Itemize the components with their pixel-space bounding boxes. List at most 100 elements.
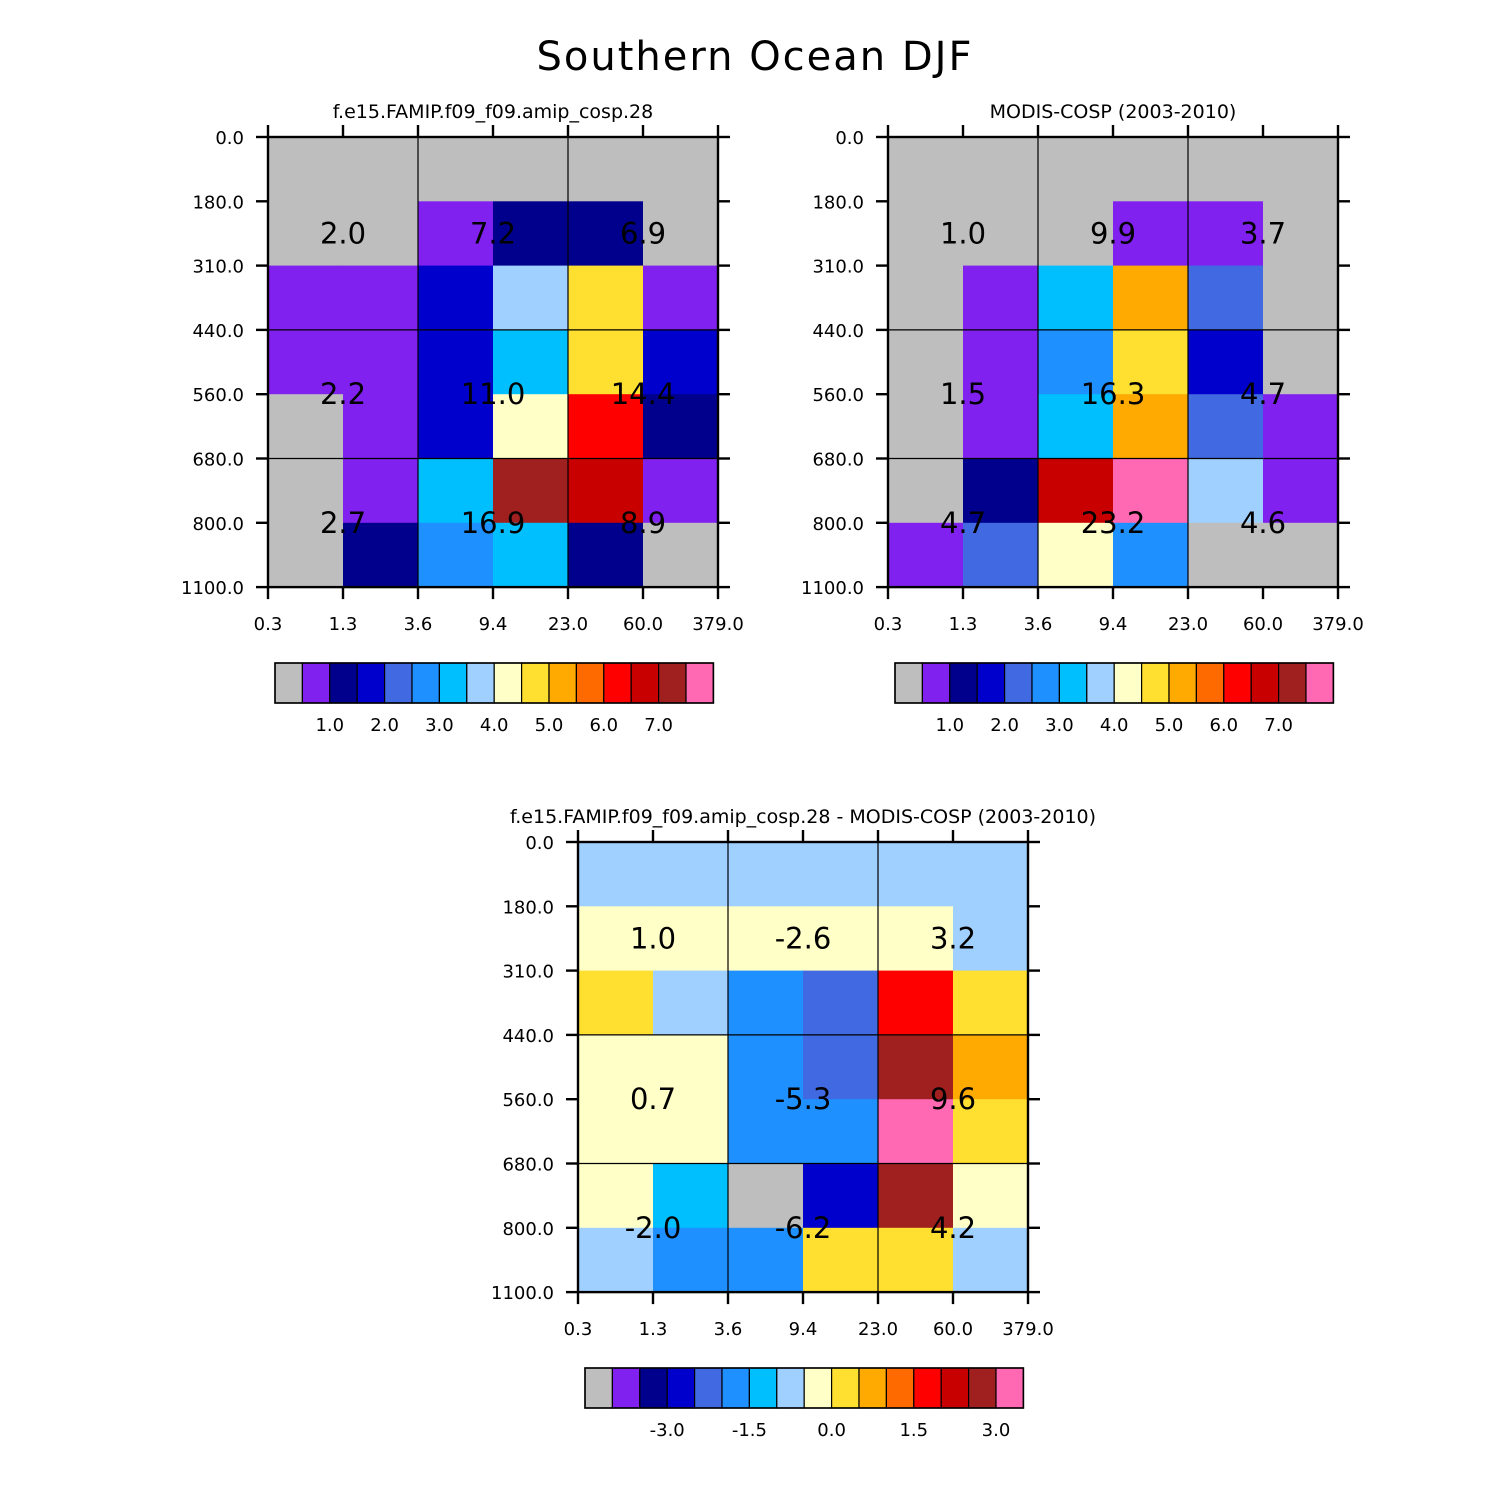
y-tick-label: 180.0 bbox=[502, 897, 554, 918]
colorbar-swatch bbox=[967, 1367, 997, 1409]
heatmap-cell bbox=[888, 137, 964, 202]
heatmap-cell bbox=[878, 1034, 954, 1100]
colorbar-label: 1.0 bbox=[935, 715, 964, 736]
x-tick-label: 23.0 bbox=[548, 614, 588, 635]
group-value-label: 11.0 bbox=[461, 377, 526, 411]
heatmap-cell bbox=[268, 201, 344, 267]
heatmap-cell bbox=[568, 329, 644, 395]
y-tick-label: 0.0 bbox=[835, 128, 864, 149]
heatmap-cell bbox=[493, 522, 569, 588]
colorbar-swatch bbox=[830, 1367, 860, 1409]
colorbar-swatch bbox=[493, 662, 523, 704]
heatmap-cell bbox=[578, 1099, 654, 1165]
heatmap-cell bbox=[578, 906, 654, 972]
colorbar-swatch bbox=[1195, 662, 1225, 704]
y-tick-label: 310.0 bbox=[502, 962, 554, 983]
group-value-label: 9.9 bbox=[1090, 216, 1136, 250]
colorbar-label: 3.0 bbox=[425, 715, 454, 736]
heatmap-cell bbox=[643, 137, 719, 202]
heatmap-cell bbox=[653, 1163, 729, 1229]
y-tick-label: 560.0 bbox=[192, 385, 244, 406]
x-tick-label: 23.0 bbox=[858, 1319, 898, 1340]
heatmap-cell bbox=[803, 1034, 879, 1100]
heatmap-cell bbox=[963, 394, 1039, 460]
colorbar-swatch bbox=[1140, 662, 1170, 704]
heatmap-cell bbox=[578, 1227, 654, 1293]
heatmap-cell bbox=[268, 329, 344, 395]
heatmap-cell bbox=[1263, 329, 1339, 395]
heatmap-cell bbox=[1113, 265, 1189, 331]
colorbar-frame bbox=[584, 1367, 1025, 1409]
heatmap-cell bbox=[1188, 137, 1264, 202]
heatmap-cell bbox=[1113, 522, 1189, 588]
colorbar-swatch bbox=[685, 662, 714, 704]
heatmap-cell bbox=[568, 394, 644, 460]
heatmap-cell bbox=[728, 906, 804, 972]
colorbar-label: 4.0 bbox=[1100, 715, 1129, 736]
group-value-label: 6.9 bbox=[620, 216, 666, 250]
heatmap-cell bbox=[953, 1034, 1029, 1100]
heatmap-cell bbox=[568, 265, 644, 331]
colorbar-label: 5.0 bbox=[535, 715, 564, 736]
x-tick-label: 9.4 bbox=[789, 1319, 818, 1340]
heatmap-cell bbox=[1263, 137, 1339, 202]
colorbar-label: 1.5 bbox=[899, 1420, 928, 1441]
group-value-label: 8.9 bbox=[620, 506, 666, 540]
heatmap-cell bbox=[643, 458, 719, 524]
y-tick-label: 440.0 bbox=[812, 321, 864, 342]
colorbar-swatch bbox=[1223, 662, 1252, 704]
colorbar-label: -1.5 bbox=[732, 1420, 767, 1441]
heatmap-cell bbox=[418, 458, 494, 524]
panel-title: MODIS-COSP (2003-2010) bbox=[990, 101, 1237, 123]
colorbar-swatch bbox=[584, 1367, 613, 1409]
x-tick-label: 60.0 bbox=[933, 1319, 973, 1340]
group-value-label: 2.2 bbox=[320, 377, 366, 411]
colorbar-swatch bbox=[274, 662, 303, 704]
x-tick-label: 9.4 bbox=[1099, 614, 1128, 635]
y-tick-label: 1100.0 bbox=[181, 578, 244, 599]
y-tick-label: 180.0 bbox=[192, 192, 244, 213]
x-tick-label: 60.0 bbox=[1243, 614, 1283, 635]
group-value-label: 23.2 bbox=[1081, 506, 1146, 540]
heatmap-cell bbox=[803, 1163, 879, 1229]
heatmap-cell bbox=[878, 906, 954, 972]
heatmap-cell bbox=[728, 1163, 804, 1229]
heatmap-cell bbox=[643, 522, 719, 588]
panel-title: f.e15.FAMIP.f09_f09.amip_cosp.28 bbox=[333, 101, 653, 123]
heatmap-cell bbox=[1263, 201, 1339, 267]
heatmap-cell bbox=[1038, 137, 1114, 202]
y-tick-label: 0.0 bbox=[215, 128, 244, 149]
colorbar-swatch bbox=[611, 1367, 641, 1409]
heatmap-cell bbox=[953, 1163, 1029, 1229]
heatmap-cell bbox=[493, 458, 569, 524]
x-tick-label: 3.6 bbox=[714, 1319, 743, 1340]
x-tick-label: 1.3 bbox=[949, 614, 978, 635]
heatmap-cell bbox=[963, 137, 1039, 202]
heatmap-cell bbox=[653, 1099, 729, 1165]
colorbar-swatch bbox=[1058, 662, 1088, 704]
heatmap-cell bbox=[963, 329, 1039, 395]
heatmap-cell bbox=[268, 394, 344, 460]
heatmap-cell bbox=[1263, 458, 1339, 524]
colorbar-swatch bbox=[803, 1367, 833, 1409]
heatmap-cell bbox=[728, 1034, 804, 1100]
colorbar-swatch bbox=[748, 1367, 778, 1409]
heatmap-cell bbox=[963, 201, 1039, 267]
group-value-label: 1.5 bbox=[940, 377, 986, 411]
x-tick-label: 3.6 bbox=[404, 614, 433, 635]
colorbar-label: 4.0 bbox=[480, 715, 509, 736]
colorbar-swatch bbox=[329, 662, 358, 704]
heatmap-cell bbox=[1038, 329, 1114, 395]
heatmap-cell bbox=[728, 970, 804, 1036]
colorbar-swatch bbox=[1003, 662, 1033, 704]
x-tick-label: 3.6 bbox=[1024, 614, 1053, 635]
heatmap-cell bbox=[578, 1163, 654, 1229]
heatmap-cell bbox=[803, 842, 879, 907]
group-value-label: 16.9 bbox=[461, 506, 526, 540]
heatmap-cell bbox=[1188, 522, 1264, 588]
y-tick-label: 680.0 bbox=[812, 450, 864, 471]
group-value-label: 0.7 bbox=[630, 1082, 676, 1116]
heatmap-cell bbox=[1038, 265, 1114, 331]
heatmap-cell bbox=[568, 522, 644, 588]
y-tick-label: 1100.0 bbox=[491, 1283, 554, 1304]
